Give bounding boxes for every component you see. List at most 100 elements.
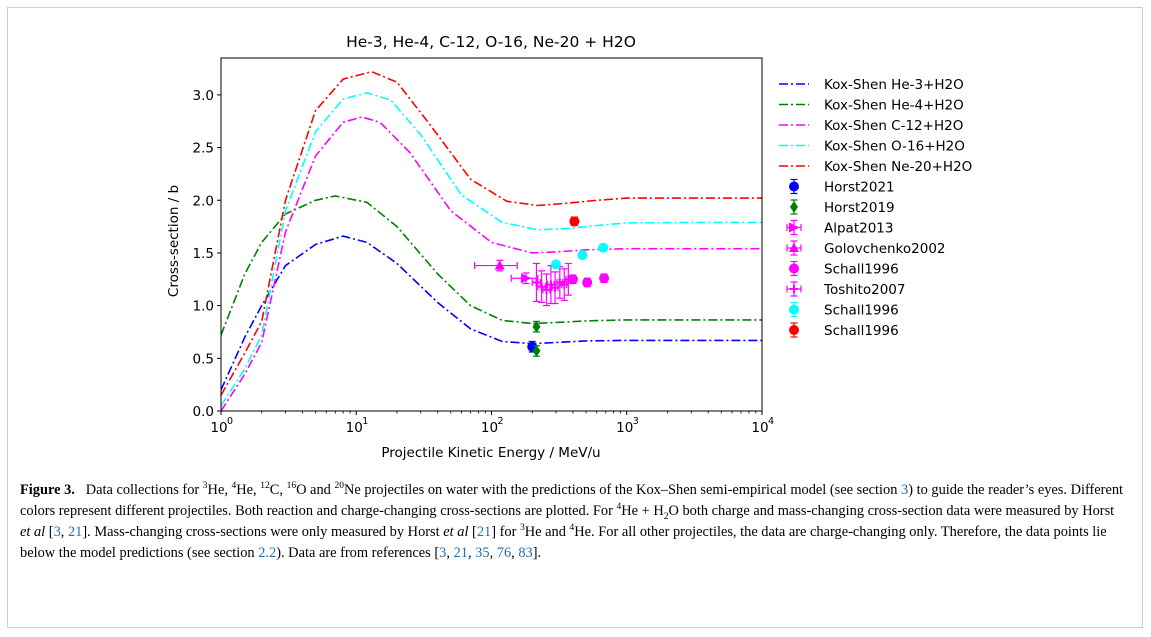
caption-text: ] for	[491, 524, 521, 540]
legend-symbol	[789, 325, 799, 335]
data-series	[567, 273, 610, 288]
legend-label: Alpat2013	[824, 221, 893, 237]
data-point	[551, 259, 562, 270]
caption-sup: 12	[260, 481, 270, 492]
data-series	[569, 216, 580, 227]
x-tick-label: 10	[346, 420, 363, 436]
data-point	[599, 273, 610, 284]
y-tick-label: 1.0	[193, 299, 214, 315]
legend-marker	[790, 199, 798, 215]
figure-frame	[7, 7, 1143, 628]
legend-label: Schall1996	[824, 303, 899, 319]
y-tick-label: 0.0	[193, 404, 214, 420]
caption-sup: 3	[202, 481, 208, 492]
caption-text: [	[468, 524, 477, 540]
legend-marker	[789, 322, 799, 338]
model-curve	[221, 91, 762, 407]
caption-text: He and	[524, 524, 570, 540]
x-tick-label: 10	[751, 420, 768, 436]
data-point	[532, 344, 541, 357]
legend-marker	[789, 301, 799, 318]
legend-label: Horst2019	[824, 200, 895, 216]
model-curve	[221, 195, 762, 336]
y-tick-label: 2.5	[193, 141, 214, 157]
data-point	[521, 273, 532, 284]
x-tick-exponent: 1	[362, 416, 368, 427]
legend-label: Kox-Shen Ne-20+H2O	[824, 159, 972, 175]
caption-text: He. For all other projectiles, the data …	[20, 524, 1107, 561]
legend-label: Golovchenko2002	[824, 241, 946, 257]
legend-label: Toshito2007	[823, 282, 905, 298]
reference-link[interactable]: 21	[476, 524, 492, 540]
plot-area: 0.00.51.01.52.02.53.010 0 10 1 10 2 10 3 10 4	[193, 57, 774, 436]
y-axis-label: Cross-section / b	[166, 185, 182, 297]
x-tick-label: 10	[481, 420, 498, 436]
caption-text: ,	[60, 524, 68, 540]
legend-marker	[789, 178, 799, 195]
legend-label: Kox-Shen He-3+H2O	[824, 77, 964, 93]
x-tick-exponent: 2	[497, 416, 503, 427]
legend-marker	[786, 240, 802, 256]
data-series	[532, 320, 541, 357]
legend-marker	[786, 219, 802, 236]
data-series	[474, 259, 518, 272]
caption-text: ].	[532, 545, 542, 561]
cross-section-chart: He-3, He-4, C-12, O-16, Ne-20 + H2O 0.0 0…	[166, 33, 972, 461]
data-series	[531, 262, 573, 307]
legend-marker	[789, 260, 799, 277]
caption-sub: 2	[663, 511, 669, 522]
caption-text: ). Data are from references [	[276, 545, 440, 561]
legend-symbol	[789, 222, 800, 233]
legend: Kox-Shen He-3+H2O Kox-Shen He-4+H2O Kox-Sh…	[779, 77, 972, 339]
section-link[interactable]: 3	[901, 482, 909, 498]
caption-text: Ne projectiles on water with the predict…	[343, 482, 902, 498]
caption-text: O and	[296, 482, 335, 498]
data-point	[598, 242, 609, 253]
x-tick-label: 10	[616, 420, 633, 436]
caption-sup: 3	[520, 523, 525, 534]
x-tick-exponent: 0	[227, 416, 233, 427]
caption-sup: 4	[231, 481, 237, 492]
caption-text: C,	[269, 482, 287, 498]
reference-link[interactable]: 35	[475, 545, 490, 561]
caption-italic: et al	[20, 524, 46, 540]
model-curve	[221, 116, 762, 411]
reference-link[interactable]: 76	[496, 545, 512, 561]
caption-sup: 4	[569, 523, 575, 534]
caption-sup: 4	[616, 502, 622, 513]
legend-symbol	[789, 242, 799, 252]
legend-symbol	[789, 181, 799, 192]
caption-sup: 16	[286, 481, 297, 492]
section-link[interactable]: 2.2	[258, 545, 277, 561]
reference-link[interactable]: 3	[53, 524, 61, 540]
x-tick-exponent: 4	[768, 416, 774, 427]
reference-link[interactable]: 21	[67, 524, 83, 540]
x-axis-label: Projectile Kinetic Energy / MeV/u	[381, 445, 600, 461]
legend-label: Horst2021	[824, 180, 895, 196]
data-point	[582, 277, 593, 288]
caption-italic: et al	[443, 524, 469, 540]
axes-frame	[220, 57, 763, 412]
reference-link[interactable]: 21	[453, 545, 468, 561]
legend-label: Schall1996	[824, 262, 899, 278]
legend-symbol	[789, 304, 799, 315]
legend-marker	[786, 281, 802, 297]
reference-link[interactable]: 83	[518, 545, 533, 561]
caption-text: ]. Mass-changing cross-sections were onl…	[82, 524, 444, 540]
reference-link[interactable]: 3	[439, 545, 447, 561]
y-tick-label: 1.5	[193, 246, 214, 262]
data-point	[577, 250, 588, 261]
data-point	[494, 260, 505, 270]
y-tick-label: 2.0	[193, 193, 214, 209]
data-point	[532, 320, 541, 333]
caption-text: ) to guide the reader’s eyes. Different …	[20, 482, 1124, 519]
caption-text: He + H	[621, 503, 664, 519]
caption-sup: 20	[334, 481, 344, 492]
model-curve	[221, 70, 762, 396]
legend-label: Kox-Shen C-12+H2O	[824, 118, 963, 134]
caption-text: O both charge and mass-changing cross-se…	[668, 503, 1115, 519]
x-tick-exponent: 3	[633, 416, 639, 427]
data-series	[510, 272, 539, 285]
legend-label: Kox-Shen O-16+H2O	[824, 139, 965, 155]
x-tick-label: 10	[210, 420, 227, 436]
